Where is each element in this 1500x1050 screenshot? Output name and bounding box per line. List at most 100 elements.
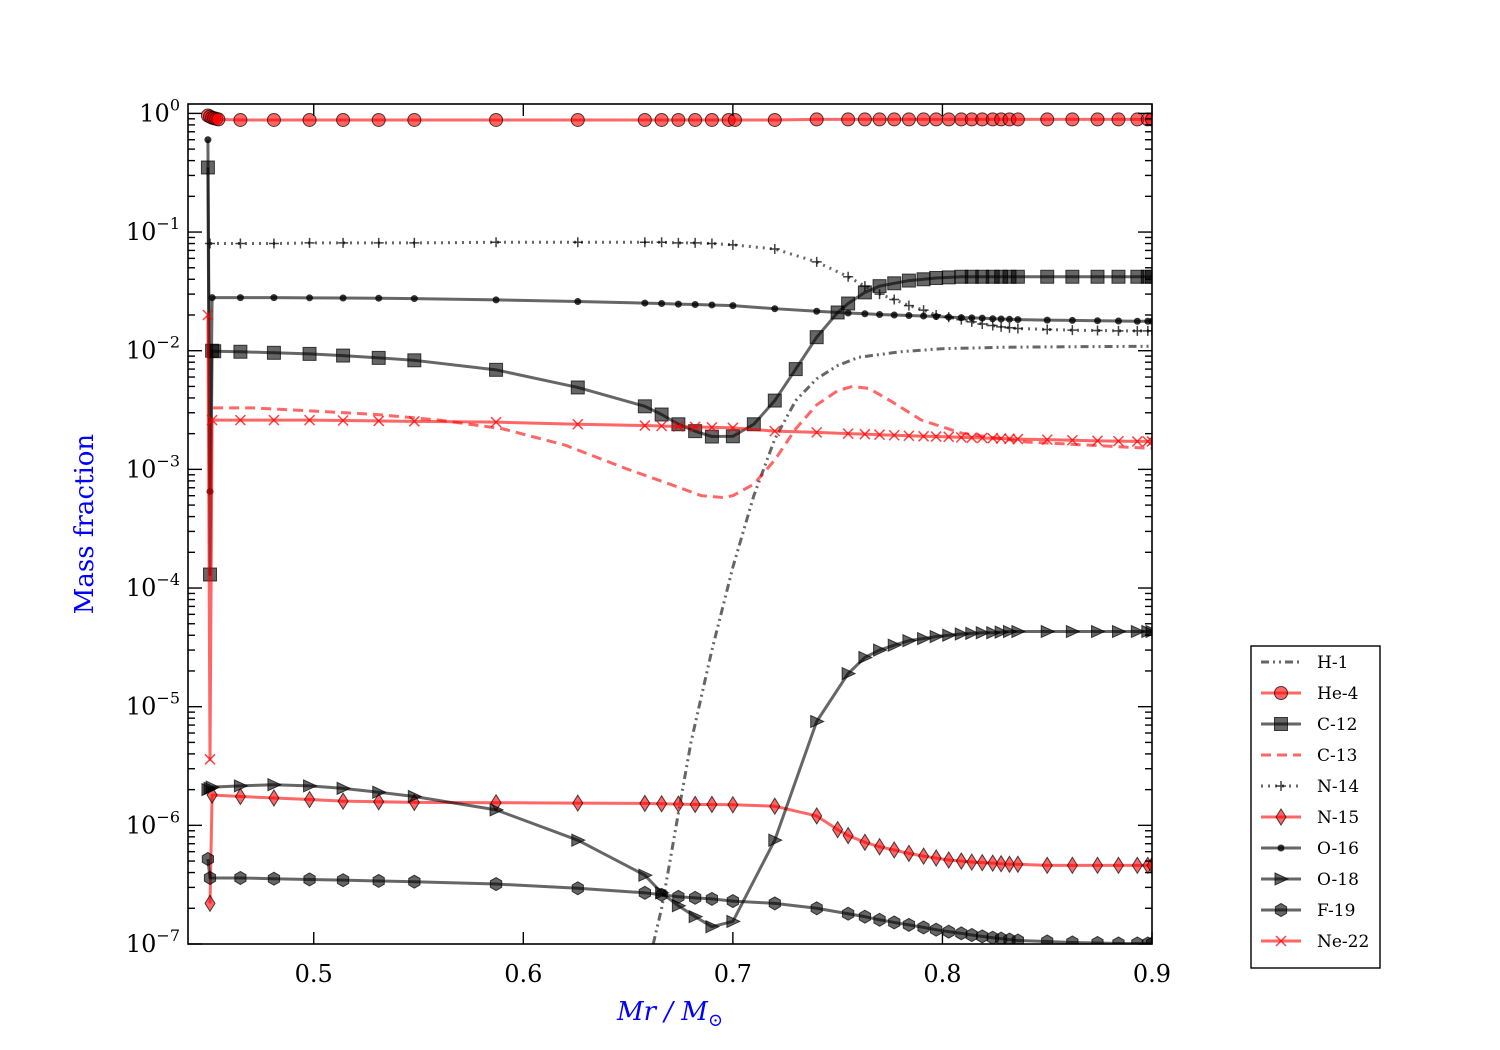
data-point-c-12 [788,362,803,377]
data-point-n-15 [976,853,988,872]
y-tick-label: 10−4 [126,570,180,602]
data-point-o-16 [1043,316,1051,324]
data-point-he-4 [1111,112,1126,127]
series-o-16 [204,136,1152,496]
data-point-n-14 [1092,325,1103,336]
data-point-n-14 [409,237,420,248]
data-point-o-16 [306,294,314,302]
data-point-o-16 [1133,317,1141,325]
legend-marker-ne-22 [1275,935,1287,947]
data-point-n-15 [639,794,651,813]
data-point-c-12 [929,270,944,285]
data-point-o-18 [1091,624,1106,639]
data-point-o-18 [571,833,586,847]
data-point-ne-22 [1091,435,1104,447]
legend-box [1250,645,1381,969]
data-point-he-4 [1090,112,1105,127]
data-point-he-4 [211,112,226,127]
legend: H-1 He-4 C-12 C-13 N-14 N-15 O-16 O-18 F-19 Ne-22 [1250,645,1381,969]
data-point-n-14 [268,238,279,249]
data-point-o-16 [876,310,884,318]
data-point-ne-22 [1012,433,1024,445]
data-point-ne-22 [268,414,280,426]
data-point-c-12 [371,350,386,365]
data-point-ne-22 [842,428,854,440]
x-axis-label: Mr / M⊙ [616,997,723,1031]
data-point-c-12 [901,273,916,288]
data-point-o-18 [929,629,945,644]
data-point-n-15 [1003,855,1016,874]
y-tick-label: 10−3 [126,451,180,483]
data-point-n-15 [1041,856,1053,875]
data-point-ne-22 [672,420,684,432]
data-point-o-16 [844,309,852,317]
data-point-n-15 [987,854,999,873]
series-f-19 [201,851,1152,944]
data-point-o-18 [858,650,874,665]
data-point-f-19 [955,926,968,941]
data-point-c-12 [767,393,782,408]
data-point-n-14 [1004,322,1015,333]
data-point-ne-22 [204,753,216,765]
data-point-o-16 [208,294,216,302]
series-c-12 [200,160,1152,582]
data-point-f-19 [888,915,901,930]
data-point-n-15 [832,820,844,839]
data-point-o-18 [810,714,825,729]
data-point-f-19 [689,890,702,905]
data-point-o-16 [574,297,582,305]
data-point-n-15 [859,833,871,852]
legend-label-f-19: F-19 [1317,901,1355,921]
data-point-ne-22 [1003,433,1016,445]
data-point-c-12 [941,270,956,285]
plot-frame [187,103,1153,945]
data-point-o-18 [768,833,783,847]
data-point-he-4 [872,112,887,127]
data-point-he-4 [688,112,703,127]
data-point-f-19 [1091,935,1104,944]
data-point-he-4 [929,112,944,127]
data-point-f-19 [902,917,915,932]
data-point-f-19 [873,912,886,927]
data-point-ne-22 [572,418,584,430]
data-point-f-19 [655,887,668,902]
data-point-n-14 [903,300,914,311]
data-point-he-4 [302,112,317,127]
data-point-c-12 [336,348,351,363]
data-point-o-18 [954,627,970,641]
data-point-f-19 [571,881,584,896]
data-point-he-4 [1040,112,1055,127]
data-point-he-4 [671,112,686,127]
legend-marker-o-16 [1277,844,1285,852]
legend-marker-o-18 [1274,872,1290,886]
data-point-c-12 [704,429,719,444]
data-point-he-4 [407,112,422,127]
data-point-c-12 [1010,269,1025,284]
legend-entry-n-15: N-15 [1261,808,1359,828]
data-point-c-12 [489,362,504,377]
data-point-ne-22 [930,431,942,443]
data-point-o-18 [372,785,387,800]
y-axis-label: Mass fraction [70,434,100,615]
legend-label-n-15: N-15 [1317,808,1359,828]
data-point-n-14 [843,271,854,282]
data-point-he-4 [887,112,902,127]
series-he-4 [200,108,1152,127]
series-o-18 [201,624,1152,934]
data-point-c-12 [1065,269,1080,284]
data-point-ne-22 [706,421,718,433]
data-point-c-12 [637,399,652,414]
data-point-f-19 [408,874,421,889]
data-point-ne-22 [639,420,651,432]
data-point-n-14 [1042,324,1053,335]
data-point-o-18 [1111,624,1127,639]
data-point-ne-22 [955,431,967,443]
data-point-n-15 [572,794,584,813]
data-point-f-19 [726,894,739,909]
data-point-c-12 [809,330,824,345]
legend-entry-ne-22: Ne-22 [1261,932,1369,952]
data-point-o-18 [1145,624,1152,639]
data-point-n-14 [572,237,583,248]
data-point-o-16 [410,295,418,303]
x-tick-label: 0.7 [714,960,752,988]
